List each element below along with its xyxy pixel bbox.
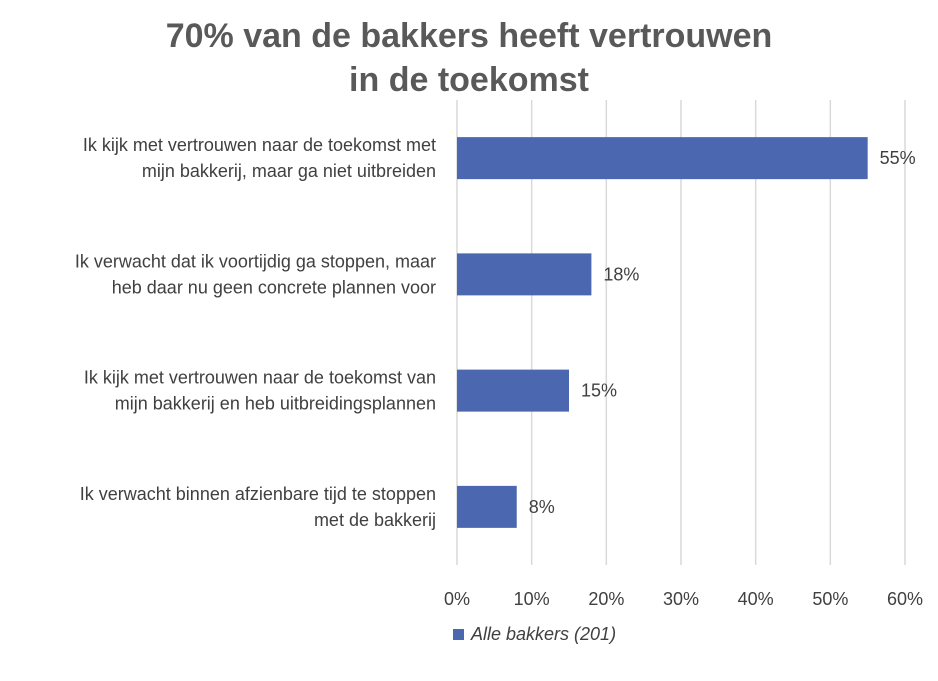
x-tick-label: 40% xyxy=(738,589,774,609)
x-tick-label: 60% xyxy=(887,589,923,609)
category-label-line: Ik verwacht binnen afzienbare tijd te st… xyxy=(80,484,436,504)
bar xyxy=(457,253,592,296)
category-label-line: heb daar nu geen concrete plannen voor xyxy=(112,277,436,297)
legend-label: Alle bakkers (201) xyxy=(471,624,617,644)
category-label: Ik kijk met vertrouwen naar de toekomst … xyxy=(83,135,436,181)
category-label: Ik verwacht binnen afzienbare tijd te st… xyxy=(80,484,436,530)
category-label-line: Ik kijk met vertrouwen naar de toekomst … xyxy=(84,368,436,388)
category-label: Ik verwacht dat ik voortijdig ga stoppen… xyxy=(75,251,436,297)
legend: Alle bakkers (201) xyxy=(453,624,616,645)
category-label-line: mijn bakkerij, maar ga niet uitbreiden xyxy=(142,161,436,181)
data-label: 15% xyxy=(581,381,617,401)
data-label: 18% xyxy=(603,264,639,284)
bar xyxy=(457,485,517,528)
category-label-line: mijn bakkerij en heb uitbreidingsplannen xyxy=(115,394,436,414)
x-tick-label: 50% xyxy=(812,589,848,609)
chart-title: 70% van de bakkers heeft vertrouwen in d… xyxy=(0,14,938,102)
chart-title-line-2: in de toekomst xyxy=(349,61,589,99)
bar xyxy=(457,137,868,180)
x-tick-label: 10% xyxy=(514,589,550,609)
chart-title-line-1: 70% van de bakkers heeft vertrouwen xyxy=(165,17,773,55)
category-label-line: Ik kijk met vertrouwen naar de toekomst … xyxy=(83,135,436,155)
category-label-line: Ik verwacht dat ik voortijdig ga stoppen… xyxy=(75,251,436,271)
category-label: Ik kijk met vertrouwen naar de toekomst … xyxy=(84,368,436,414)
bar xyxy=(457,369,569,412)
x-tick-label: 0% xyxy=(444,589,470,609)
x-tick-label: 20% xyxy=(588,589,624,609)
legend-swatch xyxy=(453,629,464,640)
data-label: 55% xyxy=(880,148,916,168)
category-label-line: met de bakkerij xyxy=(314,510,436,530)
data-label: 8% xyxy=(529,497,555,517)
x-tick-label: 30% xyxy=(663,589,699,609)
